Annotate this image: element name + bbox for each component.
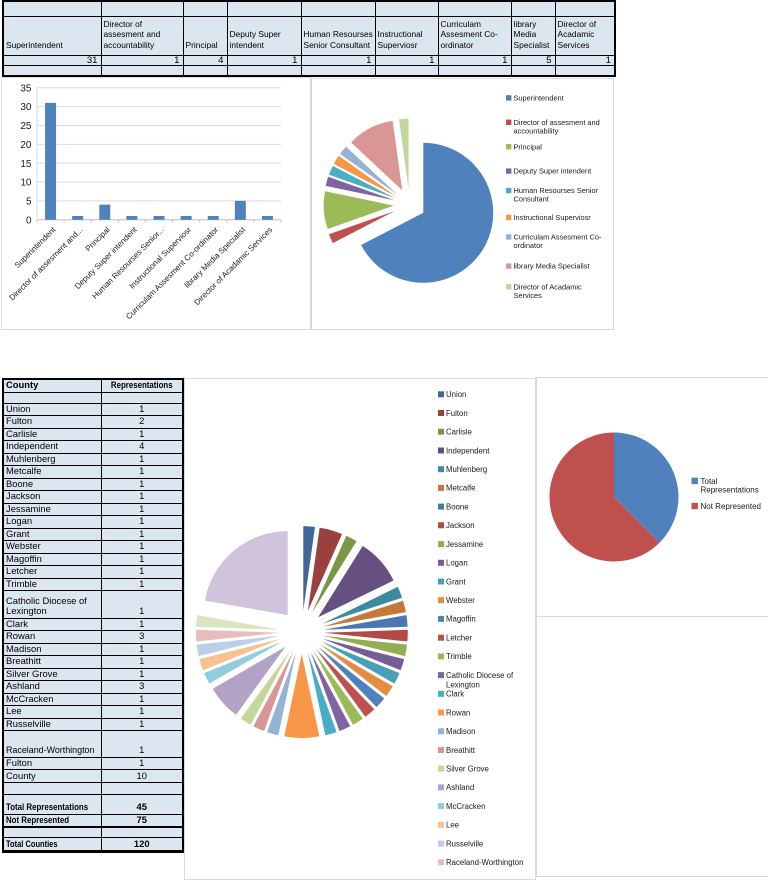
svg-text:Superintendent: Superintendent: [514, 94, 564, 103]
svg-text:Madison: Madison: [446, 727, 475, 736]
svg-text:Fulton: Fulton: [446, 409, 468, 418]
svg-text:Deputy Super intendent: Deputy Super intendent: [514, 167, 592, 176]
svg-text:30: 30: [20, 102, 32, 113]
svg-text:Muhlenberg: Muhlenberg: [446, 465, 487, 474]
svg-text:Logan: Logan: [446, 559, 468, 568]
svg-text:Not Represented: Not Represented: [701, 502, 761, 511]
svg-text:Grant: Grant: [446, 577, 466, 586]
svg-text:20: 20: [20, 140, 32, 151]
svg-text:Clark: Clark: [446, 690, 464, 699]
svg-text:Principal: Principal: [514, 142, 543, 151]
svg-text:Trimble: Trimble: [446, 652, 472, 661]
svg-text:Magoffin: Magoffin: [446, 615, 476, 624]
svg-text:Director of Acadamic: Director of Acadamic: [514, 282, 582, 291]
svg-text:Silver Grove: Silver Grove: [446, 765, 489, 774]
svg-text:Director of assesment and: Director of assesment and: [514, 118, 600, 127]
svg-text:15: 15: [20, 159, 32, 170]
svg-text:10: 10: [20, 178, 32, 189]
svg-text:accountability: accountability: [514, 126, 559, 135]
svg-text:Consultant: Consultant: [514, 195, 549, 204]
svg-text:McCracken: McCracken: [446, 802, 485, 811]
svg-text:35: 35: [20, 83, 32, 94]
svg-text:Letcher: Letcher: [446, 634, 472, 643]
svg-text:Boone: Boone: [446, 502, 469, 511]
svg-text:Jessamine: Jessamine: [446, 540, 483, 549]
svg-text:Raceland-Worthington: Raceland-Worthington: [446, 858, 523, 867]
svg-text:Human Resourses Senior: Human Resourses Senior: [514, 186, 599, 195]
svg-text:Total: Total: [701, 477, 718, 486]
svg-text:Services: Services: [514, 291, 543, 300]
svg-text:Lexington: Lexington: [446, 681, 480, 690]
svg-text:Metcalfe: Metcalfe: [446, 484, 475, 493]
svg-text:Jackson: Jackson: [446, 521, 475, 530]
svg-text:Instructional Superviosr: Instructional Superviosr: [514, 213, 592, 222]
svg-text:ordinator: ordinator: [514, 241, 544, 250]
svg-text:Breathitt: Breathitt: [446, 746, 476, 755]
svg-text:Ashland: Ashland: [446, 783, 474, 792]
svg-text:25: 25: [20, 121, 32, 132]
svg-text:0: 0: [26, 215, 32, 226]
svg-text:Carlisle: Carlisle: [446, 428, 472, 437]
svg-text:Lee: Lee: [446, 821, 459, 830]
svg-text:Union: Union: [446, 390, 466, 399]
svg-text:Webster: Webster: [446, 596, 475, 605]
svg-text:Representations: Representations: [701, 485, 759, 494]
svg-text:Rowan: Rowan: [446, 708, 470, 717]
svg-text:Independent: Independent: [446, 446, 490, 455]
svg-text:Catholic Diocese of: Catholic Diocese of: [446, 671, 514, 680]
svg-text:library Media Specialist: library Media Specialist: [514, 262, 590, 271]
svg-text:Curriculam Assesment Co-: Curriculam Assesment Co-: [514, 233, 602, 242]
svg-text:5: 5: [26, 196, 32, 207]
svg-text:Russelville: Russelville: [446, 839, 483, 848]
